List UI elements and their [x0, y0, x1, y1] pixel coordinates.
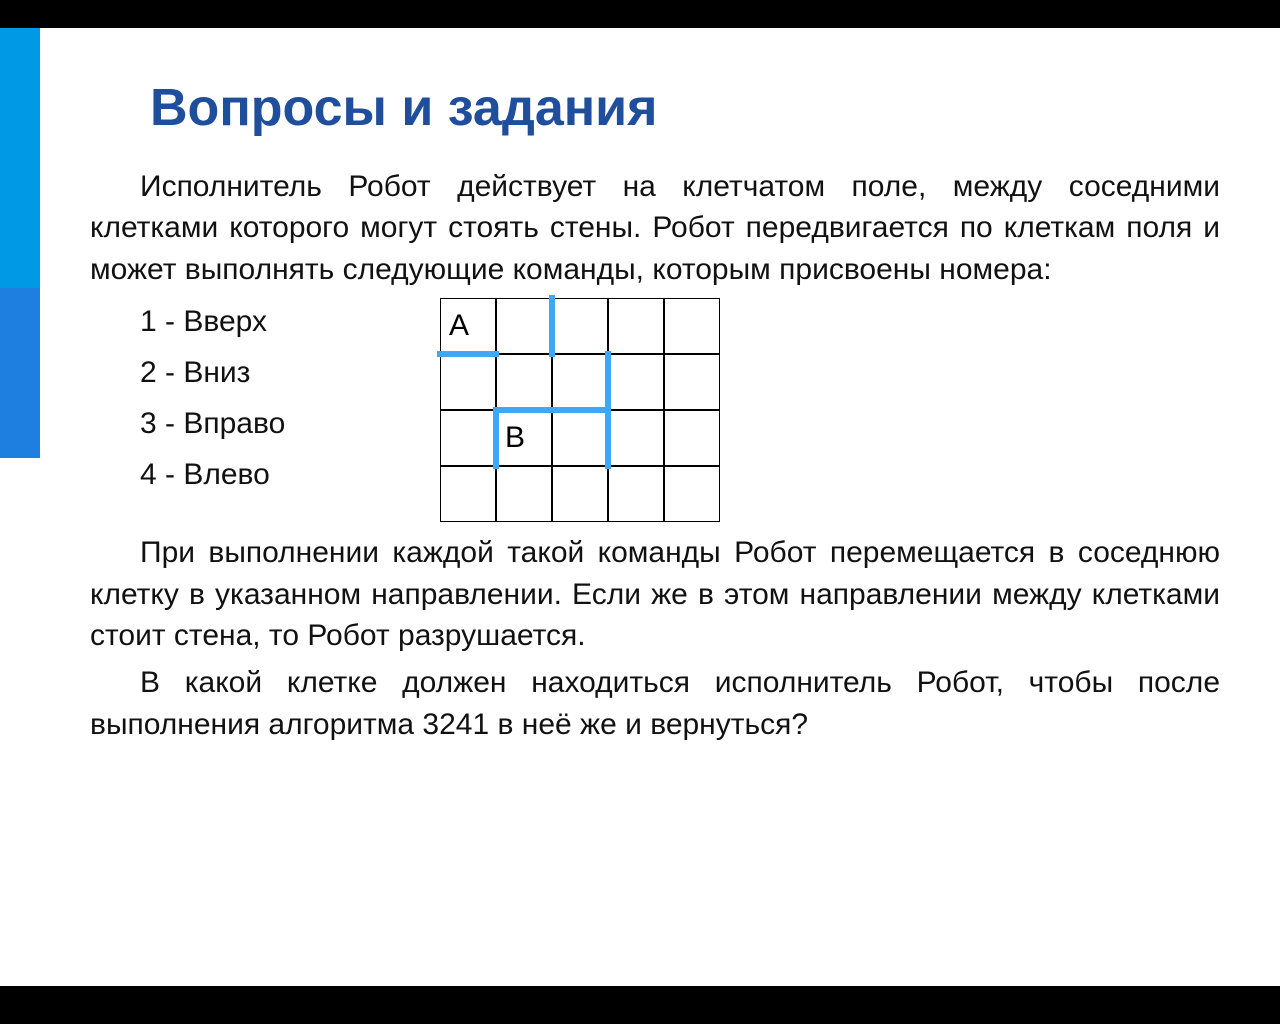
- grid-cell: [440, 354, 496, 410]
- grid-wall: [605, 351, 611, 469]
- grid-cell: [496, 298, 552, 354]
- grid-cell: [608, 466, 664, 522]
- letterbox-top: [0, 0, 1280, 28]
- grid-cell: [552, 298, 608, 354]
- command-4: 4 - Влево: [140, 449, 390, 500]
- grid-cell: [440, 410, 496, 466]
- slide-title: Вопросы и задания: [150, 78, 1220, 138]
- grid-cell: [496, 466, 552, 522]
- grid-cell-label-В: В: [496, 410, 552, 466]
- grid-cell: [664, 354, 720, 410]
- grid-wall: [437, 351, 499, 357]
- letterbox-bottom: [0, 986, 1280, 1024]
- grid-cell: [608, 410, 664, 466]
- grid-cell-label-А: А: [440, 298, 496, 354]
- grid-cell: [496, 354, 552, 410]
- grid-cell: [608, 354, 664, 410]
- accent-bar-1: [0, 28, 40, 288]
- slide-content: Вопросы и задания Исполнитель Робот дейс…: [40, 28, 1280, 986]
- command-2: 2 - Вниз: [140, 347, 390, 398]
- grid-cell: [664, 298, 720, 354]
- grid-cell: [440, 466, 496, 522]
- accent-bar-2: [0, 288, 40, 458]
- grid-cell: [664, 466, 720, 522]
- robot-grid: АВ: [440, 298, 720, 522]
- commands-and-grid-row: 1 - Вверх 2 - Вниз 3 - Вправо 4 - Влево …: [90, 296, 1220, 522]
- grid-cell: [552, 466, 608, 522]
- grid-cell: [552, 410, 608, 466]
- paragraph-question: В какой клетке должен находиться исполни…: [90, 662, 1220, 745]
- grid-wall: [493, 407, 499, 469]
- command-1: 1 - Вверх: [140, 296, 390, 347]
- paragraph-rules: При выполнении каждой такой команды Робо…: [90, 532, 1220, 656]
- command-list: 1 - Вверх 2 - Вниз 3 - Вправо 4 - Влево: [90, 296, 390, 500]
- grid-wrap: АВ: [440, 298, 720, 522]
- command-3: 3 - Вправо: [140, 398, 390, 449]
- grid-wall: [493, 407, 611, 413]
- grid-wall: [549, 295, 555, 357]
- side-accent-strip: [0, 28, 40, 986]
- slide-stage: Вопросы и задания Исполнитель Робот дейс…: [0, 28, 1280, 986]
- grid-cell: [608, 298, 664, 354]
- grid-cell: [552, 354, 608, 410]
- paragraph-intro: Исполнитель Робот действует на клетчатом…: [90, 166, 1220, 290]
- grid-cell: [664, 410, 720, 466]
